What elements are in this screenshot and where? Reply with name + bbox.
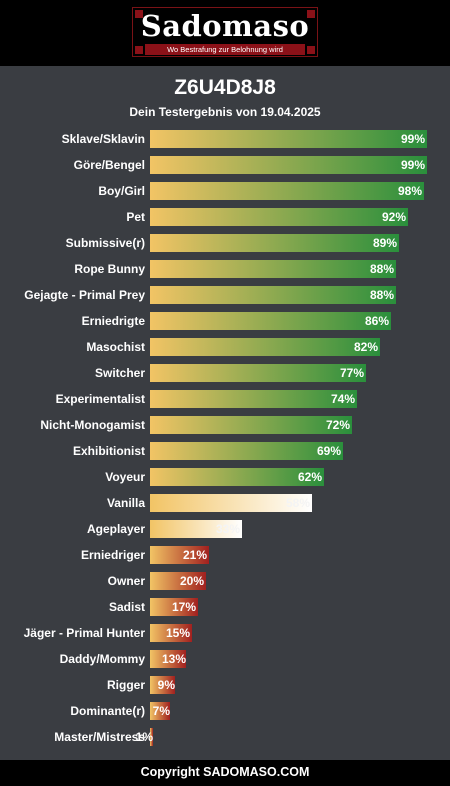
- header-bar: Sadomaso Wo Bestrafung zur Belohnung wir…: [0, 0, 450, 66]
- category-label: Göre/Bengel: [73, 158, 145, 172]
- category-label: Sadist: [108, 600, 145, 614]
- value-label: 86%: [364, 314, 389, 328]
- value-label: 13%: [161, 652, 186, 666]
- result-bar: [150, 130, 427, 148]
- result-bar: [150, 546, 209, 564]
- result-code-title: Z6U4D8J8: [174, 76, 276, 99]
- logo-wordmark: Sadomaso: [140, 9, 310, 43]
- result-bar: [150, 390, 357, 408]
- value-label: 98%: [397, 184, 422, 198]
- category-label: Jäger - Primal Hunter: [23, 626, 145, 640]
- category-label: Sklave/Sklavin: [61, 132, 145, 146]
- result-bar: [150, 728, 153, 746]
- category-label: Boy/Girl: [98, 184, 145, 198]
- value-label: 9%: [157, 678, 175, 692]
- result-bar: [150, 286, 396, 304]
- value-label: 1%: [135, 730, 153, 744]
- result-bar: [150, 312, 391, 330]
- results-bar-chart: Sklave/Sklavin 99% Göre/Bengel 99% Boy/Girl 9…: [0, 126, 450, 752]
- value-label: 15%: [165, 626, 190, 640]
- value-label: 17%: [171, 600, 196, 614]
- category-label: Ageplayer: [86, 522, 145, 536]
- logo-corner-ornament: [307, 46, 315, 54]
- value-label: 88%: [369, 262, 394, 276]
- result-bar: [150, 468, 324, 486]
- copyright-text: Copyright SADOMASO.COM: [140, 765, 310, 779]
- value-label: 72%: [325, 418, 350, 432]
- result-bar: [150, 676, 175, 694]
- logo-corner-ornament: [307, 10, 315, 18]
- result-bar: [150, 650, 186, 668]
- result-bar: [150, 234, 399, 252]
- logo-tagline: Wo Bestrafung zur Belohnung wird: [145, 44, 305, 55]
- value-label: 33%: [215, 522, 240, 536]
- site-logo[interactable]: Sadomaso Wo Bestrafung zur Belohnung wir…: [132, 7, 318, 57]
- value-label: 92%: [381, 210, 406, 224]
- category-label: Masochist: [86, 340, 145, 354]
- footer-bar: Copyright SADOMASO.COM: [0, 760, 450, 786]
- category-label: Owner: [107, 574, 145, 588]
- category-label: Nicht-Monogamist: [40, 418, 145, 432]
- category-label: Master/Mistress: [54, 730, 145, 744]
- value-label: 88%: [369, 288, 394, 302]
- result-bar: [150, 364, 366, 382]
- result-bar: [150, 598, 198, 616]
- category-label: Switcher: [94, 366, 145, 380]
- value-label: 21%: [182, 548, 207, 562]
- result-bar: [150, 702, 170, 720]
- value-label: 82%: [353, 340, 378, 354]
- result-bar: [150, 156, 427, 174]
- value-label: 69%: [316, 444, 341, 458]
- result-bar: [150, 416, 352, 434]
- category-label: Pet: [126, 210, 145, 224]
- logo-corner-ornament: [135, 10, 143, 18]
- category-label: Rope Bunny: [74, 262, 145, 276]
- result-bar: [150, 208, 408, 226]
- category-label: Voyeur: [105, 470, 145, 484]
- value-label: 62%: [297, 470, 322, 484]
- value-label: 99%: [400, 132, 425, 146]
- value-label: 77%: [339, 366, 364, 380]
- result-bar: [150, 442, 343, 460]
- value-label: 99%: [400, 158, 425, 172]
- category-label: Erniedriger: [80, 548, 145, 562]
- category-label: Dominante(r): [70, 704, 145, 718]
- logo-corner-ornament: [135, 46, 143, 54]
- category-label: Gejagte - Primal Prey: [24, 288, 145, 302]
- category-label: Erniedrigte: [81, 314, 145, 328]
- result-bar: [150, 494, 312, 512]
- category-label: Rigger: [106, 678, 145, 692]
- value-label: 74%: [330, 392, 355, 406]
- result-bar: [150, 182, 424, 200]
- category-label: Experimentalist: [55, 392, 145, 406]
- result-date-subtitle: Dein Testergebnis von 19.04.2025: [129, 105, 321, 119]
- result-bar: [150, 338, 380, 356]
- result-bar: [150, 260, 396, 278]
- result-bar: [150, 520, 242, 538]
- category-label: Submissive(r): [65, 236, 145, 250]
- value-label: 58%: [285, 496, 310, 510]
- category-label: Vanilla: [106, 496, 145, 510]
- value-label: 20%: [179, 574, 204, 588]
- category-label: Exhibitionist: [73, 444, 145, 458]
- category-label: Daddy/Mommy: [59, 652, 145, 666]
- value-label: 7%: [152, 704, 170, 718]
- result-bar: [150, 624, 192, 642]
- value-label: 89%: [372, 236, 397, 250]
- result-bar: [150, 572, 206, 590]
